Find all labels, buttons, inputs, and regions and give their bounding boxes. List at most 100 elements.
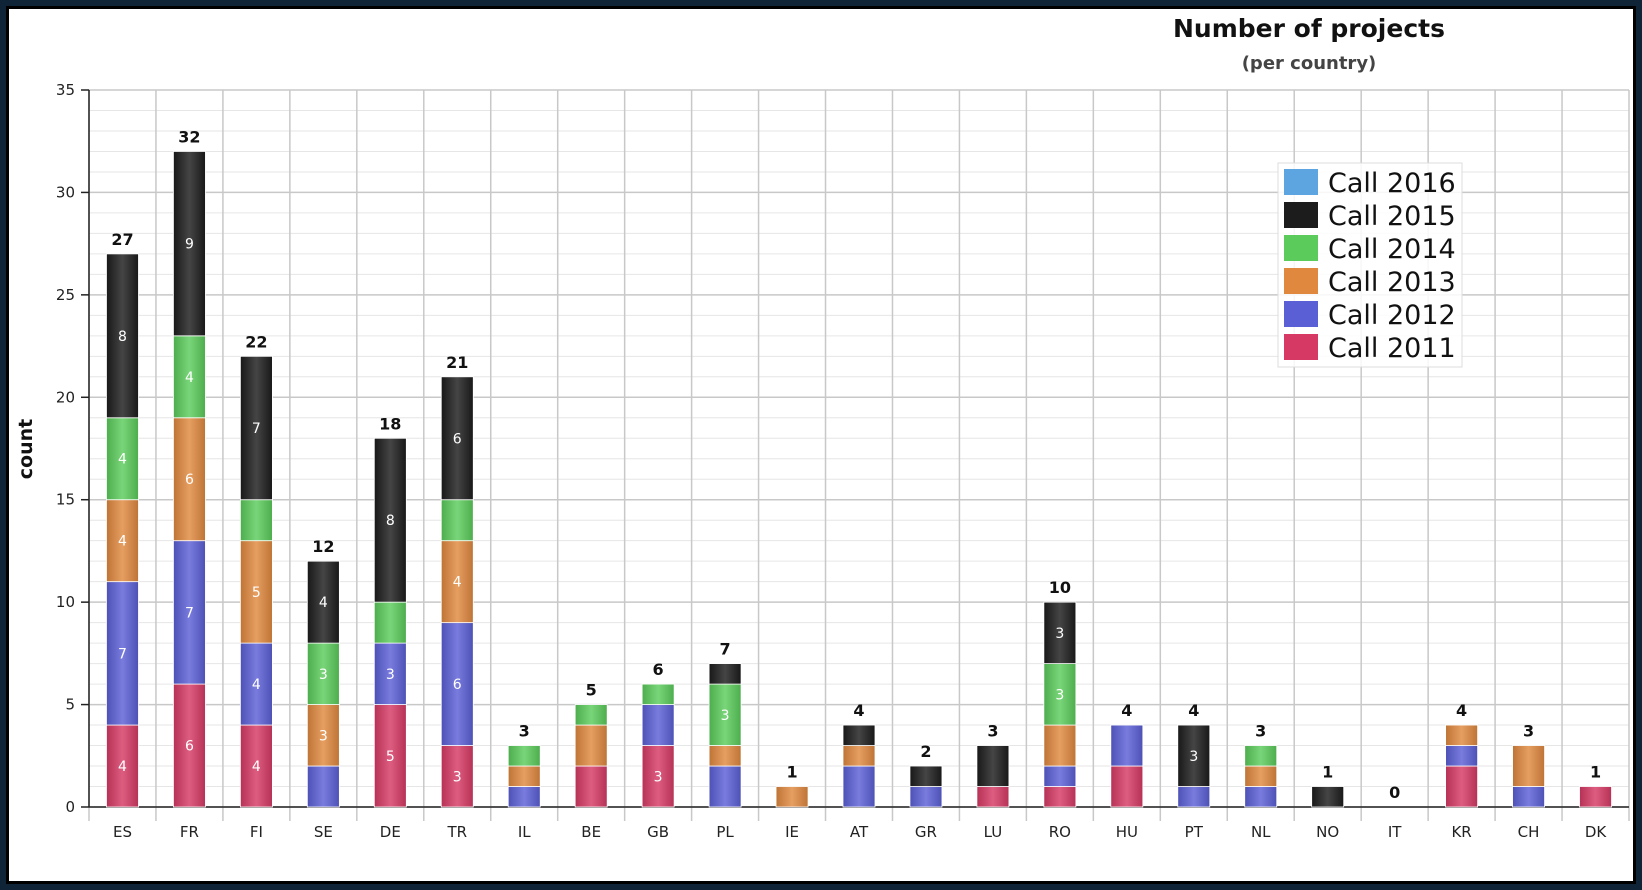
x-tick-label: DK [1585,823,1608,841]
segment-label: 3 [319,728,328,744]
legend-label: Call 2013 [1328,267,1456,298]
bar-segment [1043,786,1077,808]
bar-segment [507,765,541,787]
y-tick-label: 30 [56,183,75,201]
bar-segment [173,540,206,685]
x-tick-label: PL [716,823,734,841]
bar-segment [1244,765,1278,787]
bar-segment [106,499,139,583]
bar-segment [842,724,876,746]
bar-segment [373,642,407,705]
legend-swatch [1284,268,1318,294]
x-tick-label: FI [250,823,263,841]
segment-label: 3 [1189,749,1198,765]
bar-segment [1244,786,1278,808]
x-tick-label: GR [915,823,937,841]
bar-segment [239,540,273,644]
bar-total-label: 1 [786,763,797,782]
bar-total-label: 3 [987,722,998,741]
x-tick-label: GB [647,823,669,841]
x-tick-label: IE [785,823,799,841]
segment-label: 4 [453,575,462,591]
x-tick-label: BE [581,823,601,841]
bar-segment [842,745,876,767]
x-tick-label: TR [446,823,467,841]
bar-segment [106,417,139,501]
bar-segment [641,745,675,808]
legend-swatch [1284,301,1318,327]
bar-segment [574,765,608,808]
x-tick-label: FR [180,823,199,841]
segment-label: 4 [118,534,127,550]
y-axis-label: count [15,419,37,479]
bar-segment [239,724,273,808]
legend-label: Call 2011 [1328,333,1456,364]
y-tick-label: 25 [56,286,75,304]
bar-segment [1244,745,1278,767]
bar-segment [239,499,273,542]
legend-label: Call 2012 [1328,300,1456,331]
x-tick-label: KR [1451,823,1471,841]
bar-segment [842,765,876,808]
bar-segment [1445,765,1479,808]
y-tick-label: 10 [56,593,75,611]
bar-segment [306,704,340,767]
y-tick-label: 0 [65,798,75,816]
bar-segment [440,376,474,501]
segment-label: 3 [453,769,462,785]
bar-segment [574,704,608,726]
bars [106,151,1612,808]
bar-segment [574,724,608,767]
bar-segment [173,417,206,542]
bar-total-label: 3 [519,722,530,741]
bar-total-label: 32 [178,127,200,146]
bar-total-label: 10 [1049,578,1071,597]
legend-label: Call 2016 [1328,168,1456,199]
bar-total-label: 18 [379,414,401,433]
bar-segment [1311,786,1345,808]
segment-label: 6 [453,677,462,693]
segment-label: 4 [185,370,194,386]
bar-segment [106,724,139,808]
bar-segment [507,786,541,808]
bar-segment [976,745,1010,787]
bar-total-label: 3 [1523,722,1534,741]
bar-total-label: 1 [1590,763,1601,782]
y-tick-label: 5 [65,696,75,714]
segment-label: 5 [252,585,261,601]
bar-segment [1177,724,1211,787]
x-tick-label: LU [984,823,1003,841]
bar-segment [1110,724,1144,767]
chart-subtitle: (per country) [1242,53,1377,74]
bar-total-label: 22 [245,332,267,351]
chart-title: Number of projects [1173,14,1445,43]
segment-label: 3 [319,667,328,683]
segment-label: 6 [453,431,462,447]
segment-label: 8 [118,329,127,345]
y-tick-label: 20 [56,388,75,406]
segment-label: 7 [185,605,194,621]
x-tick-label: DE [380,823,401,841]
bar-segment [106,253,139,419]
bar-total-label: 5 [586,681,597,700]
bar-segment [173,683,206,808]
bar-segment [239,355,273,501]
bar-segment [1043,601,1077,665]
bar-segment [641,704,675,746]
x-tick-label: SE [314,823,333,841]
bar-segment [1512,745,1545,787]
segment-label: 5 [386,749,395,765]
bar-total-label: 4 [1188,701,1199,720]
segment-label: 4 [319,595,328,611]
x-tick-label: PT [1185,823,1204,841]
x-tick-label: CH [1518,823,1540,841]
x-tick-label: RO [1049,823,1071,841]
bar-segment [641,683,675,705]
segment-label: 6 [185,739,194,755]
segment-label: 4 [252,677,261,693]
bar-segment [440,499,474,542]
x-tick-label: ES [113,823,132,841]
bar-segment [1445,724,1479,746]
